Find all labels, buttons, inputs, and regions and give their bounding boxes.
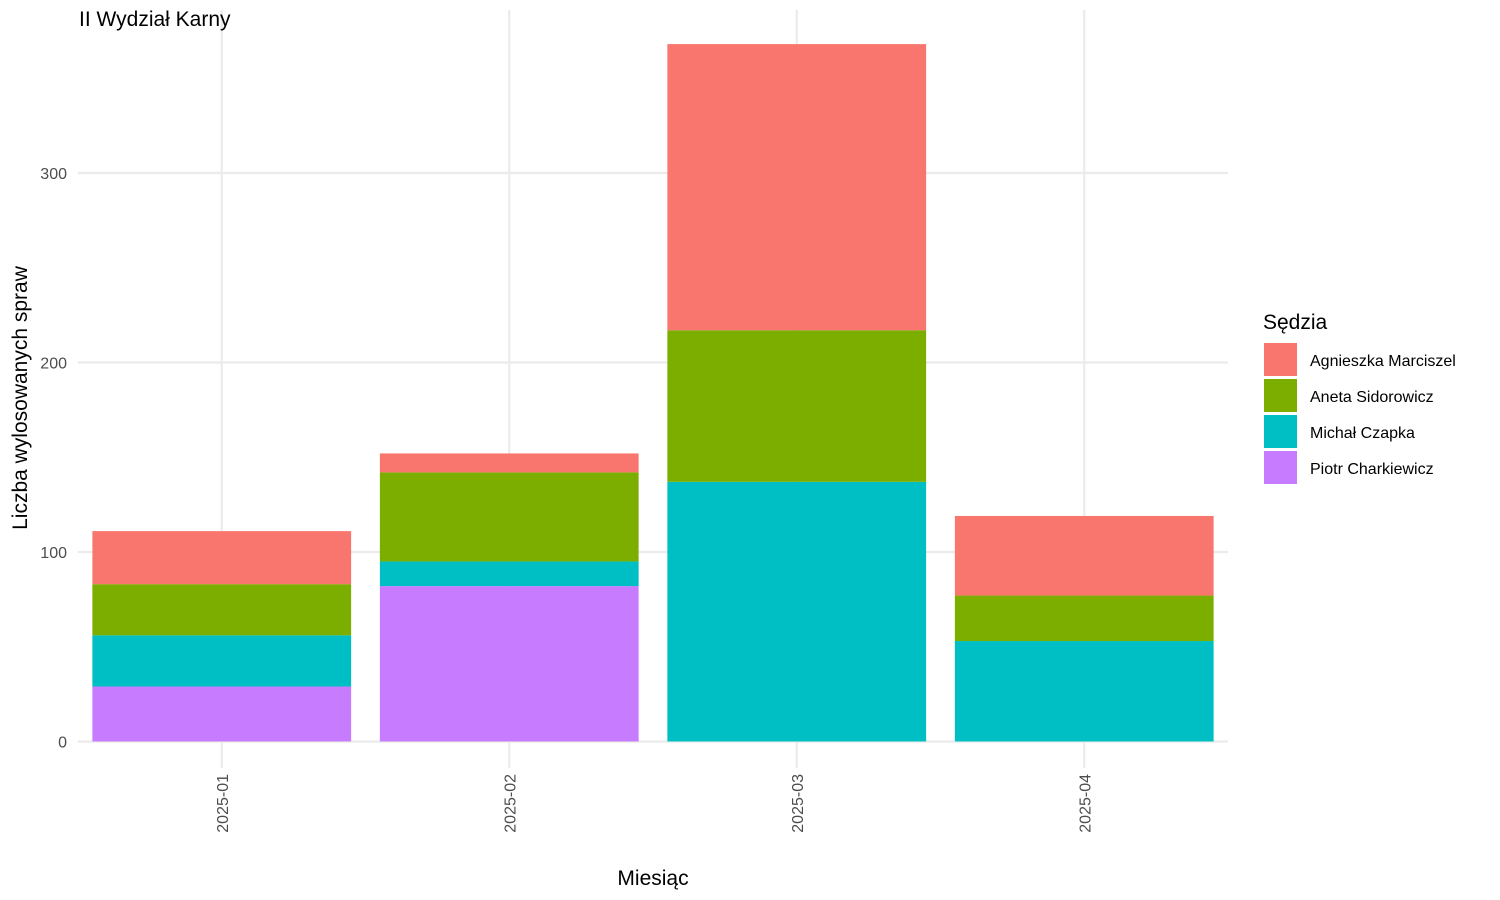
bar-segment [379,586,639,742]
legend-label: Aneta Sidorowicz [1310,389,1434,406]
bar-segment [667,44,927,331]
legend-title: Sędzia [1263,311,1328,334]
y-tick-label: 0 [58,734,67,751]
bar-segment [379,561,639,587]
legend-key [1264,379,1297,412]
bar-segment [379,472,639,562]
legend-key [1264,343,1297,376]
bar-segment [954,595,1214,642]
bar-segment [92,584,352,636]
bars [92,44,1214,742]
legend-key [1264,415,1297,448]
bar-segment [954,641,1214,742]
x-axis-title: Miesiąc [617,867,688,890]
y-tick-label: 300 [40,166,67,183]
bar-segment [92,531,352,585]
x-tick-label: 2025-03 [790,774,807,833]
y-tick-label: 200 [40,355,67,372]
bar-segment [92,635,352,687]
y-tick-label: 100 [40,545,67,562]
x-tick-label: 2025-02 [502,774,519,833]
legend-key [1264,451,1297,484]
x-axis-ticks: 2025-01 2025-02 2025-03 2025-04 [215,774,1095,833]
bar-segment [379,453,639,473]
bar-segment [667,481,927,742]
legend-label: Piotr Charkiewicz [1310,461,1434,478]
y-axis-title: Liczba wylosowanych spraw [9,265,32,530]
chart-title: II Wydział Karny [79,8,231,31]
x-tick-label: 2025-01 [215,774,232,833]
legend: Sędzia Agnieszka Marciszel Aneta Sidorowi… [1263,311,1456,484]
legend-items: Agnieszka Marciszel Aneta Sidorowicz Micha… [1264,343,1456,484]
legend-label: Michał Czapka [1310,425,1415,442]
x-tick-label: 2025-04 [1077,774,1094,833]
y-axis-ticks: 0 100 200 300 [40,166,67,751]
bar-segment [667,330,927,482]
legend-label: Agnieszka Marciszel [1310,353,1456,370]
bar-segment [954,515,1214,596]
bar-segment [92,686,352,742]
